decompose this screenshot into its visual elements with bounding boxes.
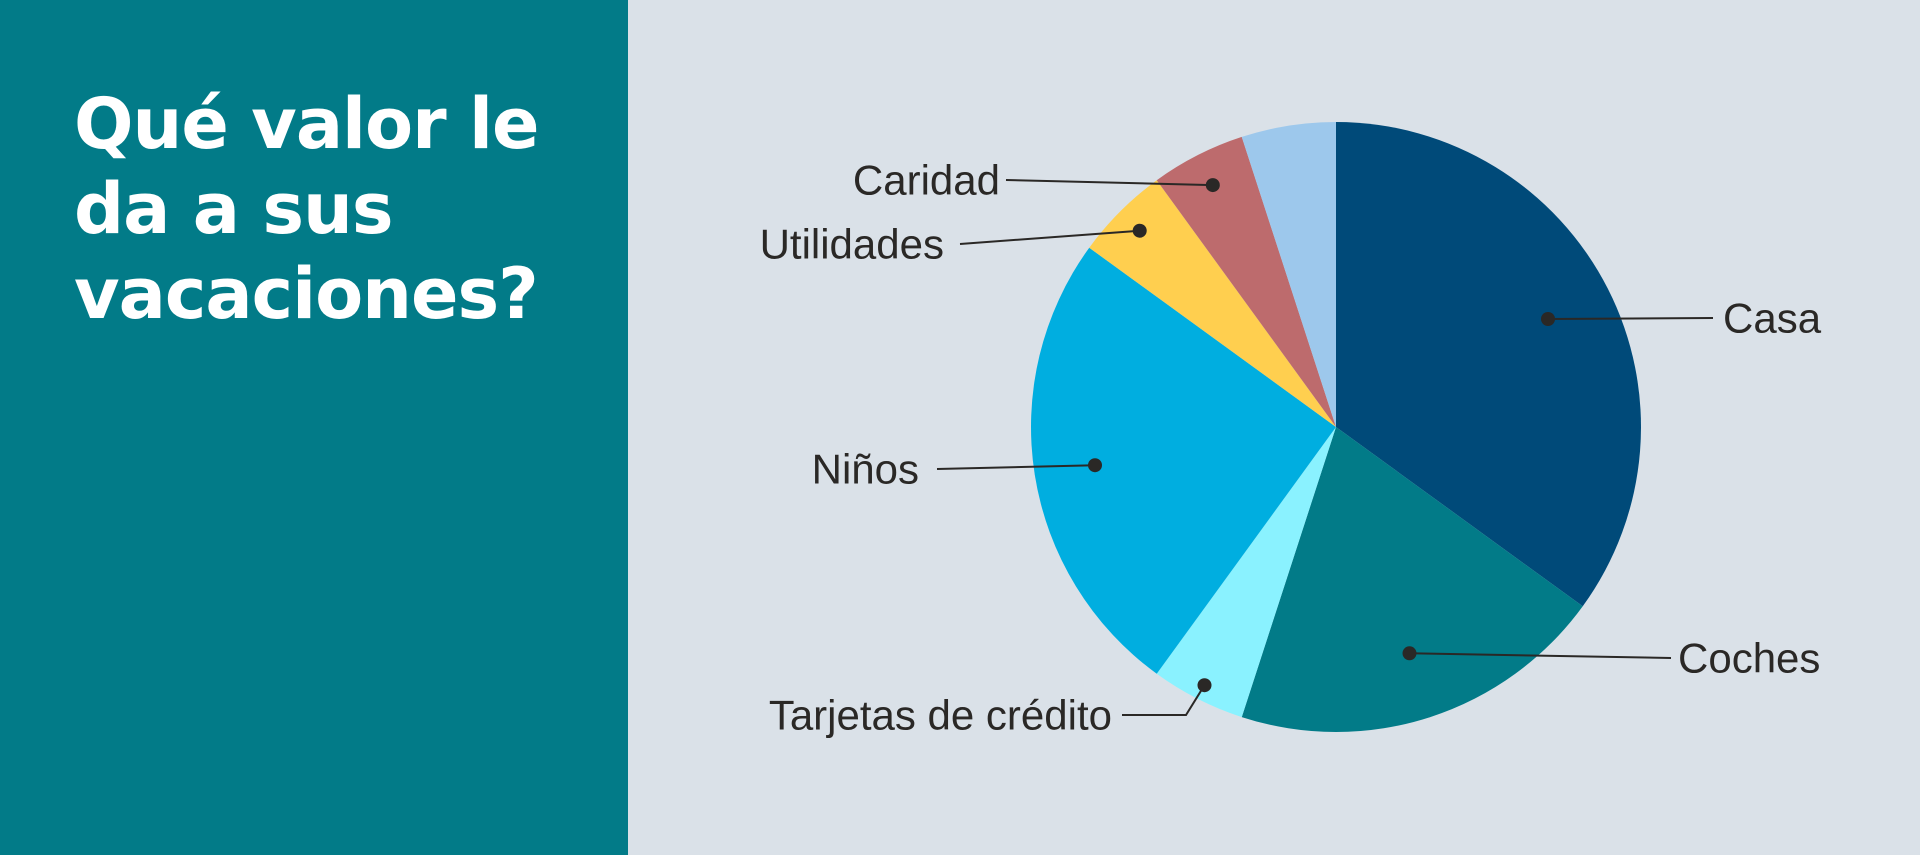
pie-slice-tarjetas-de-credito bbox=[1156, 427, 1336, 718]
slice-label-utilidades: Utilidades bbox=[760, 221, 944, 268]
slice-label-casa: Casa bbox=[1723, 295, 1822, 342]
pie-slice-caridad bbox=[1156, 136, 1336, 427]
leader-line-tarjetas-de-credito bbox=[1122, 684, 1206, 716]
slice-label-coches: Coches bbox=[1678, 635, 1820, 682]
pie-slice-unlabeled-6 bbox=[1241, 122, 1336, 427]
slide-title: Qué valor le da a sus vacaciones? bbox=[74, 83, 540, 335]
leader-dot-coches bbox=[1402, 646, 1417, 661]
leader-line-coches bbox=[1409, 652, 1672, 659]
leader-dot-utilidades bbox=[1132, 223, 1147, 238]
title-panel: Qué valor le da a sus vacaciones? bbox=[0, 0, 628, 855]
leader-dot-caridad bbox=[1205, 178, 1220, 193]
leader-dot-ninos bbox=[1088, 458, 1102, 473]
chart-panel: Casa Coches Tarjetas de crédito Niños Utilid… bbox=[628, 0, 1920, 855]
pie-chart: Casa Coches Tarjetas de crédito Niños Utilid… bbox=[760, 122, 1822, 739]
pie-slice-casa bbox=[1336, 122, 1641, 607]
slice-label-ninos: Niños bbox=[812, 446, 919, 493]
leader-line-utilidades bbox=[959, 229, 1140, 245]
leader-dot-tarjetas-de-credito bbox=[1197, 678, 1212, 693]
slice-label-tarjetas-de-credito: Tarjetas de crédito bbox=[769, 692, 1112, 739]
pie-labels: Casa Coches Tarjetas de crédito Niños Utilid… bbox=[760, 157, 1822, 739]
leader-line-ninos bbox=[936, 464, 1096, 470]
pie-slices bbox=[1031, 122, 1641, 732]
leader-dot-casa bbox=[1541, 312, 1555, 326]
leader-line-caridad bbox=[1005, 179, 1213, 187]
pie-slice-utilidades bbox=[1089, 180, 1336, 427]
slice-label-caridad: Caridad bbox=[853, 157, 1000, 204]
leader-line-casa bbox=[1547, 317, 1714, 320]
pie-slice-ninos bbox=[1031, 247, 1336, 674]
